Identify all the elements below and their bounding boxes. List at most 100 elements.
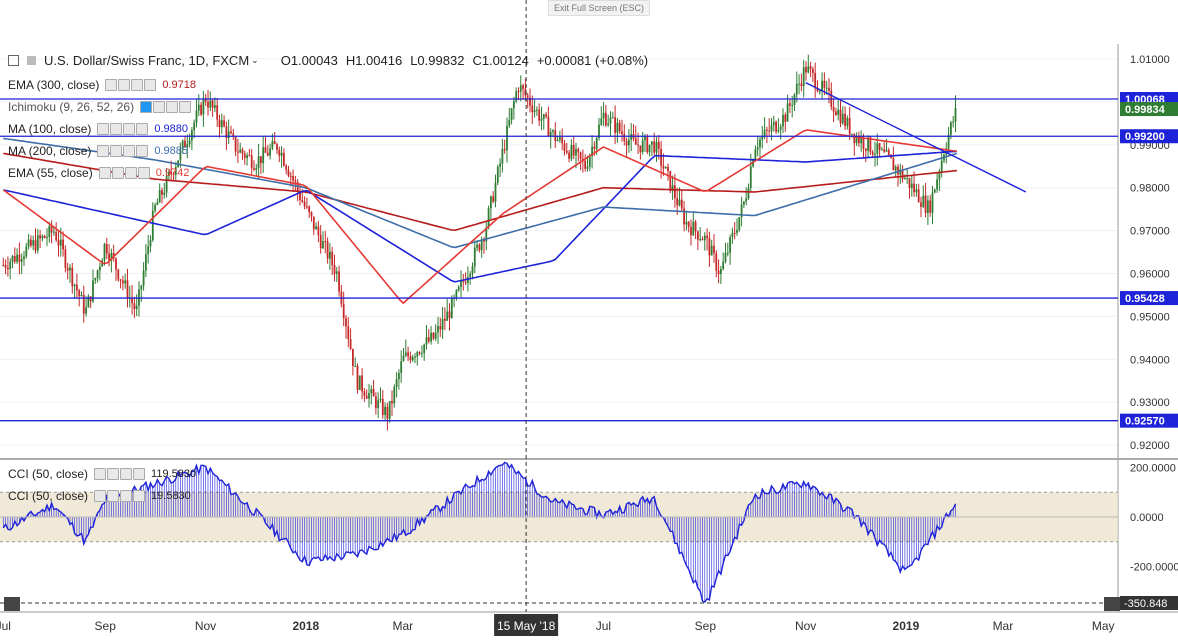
price-tick-label: 0.92000: [1130, 440, 1170, 452]
gear-icon[interactable]: [111, 167, 124, 179]
candle-body: [724, 252, 727, 262]
candle-body: [41, 235, 44, 239]
candle-body: [232, 133, 235, 137]
legend-ma200[interactable]: MA (200, close) 0.9885: [8, 144, 188, 158]
candle-body: [524, 88, 527, 96]
candle-body: [75, 284, 78, 291]
candle-body: [361, 375, 363, 392]
close-icon[interactable]: [144, 79, 157, 91]
close-icon[interactable]: [179, 101, 192, 113]
ma-line-ma-100-close-: [3, 150, 957, 283]
plus-icon[interactable]: [123, 123, 136, 135]
close-icon[interactable]: [133, 490, 146, 502]
close-icon[interactable]: [136, 123, 149, 135]
candle-body: [439, 326, 442, 330]
candle-body: [584, 160, 587, 169]
legend-label[interactable]: CCI (50, close): [8, 489, 89, 503]
candle-body: [354, 365, 357, 367]
gear-icon[interactable]: [110, 145, 123, 157]
candle-body: [602, 112, 605, 119]
plus-icon[interactable]: [120, 468, 133, 480]
legend-ma100[interactable]: MA (100, close) 0.9880: [8, 122, 188, 136]
candle-body: [556, 139, 559, 142]
gear-icon[interactable]: [107, 468, 120, 480]
eye-icon[interactable]: [140, 101, 153, 113]
legend-label[interactable]: CCI (50, close): [8, 467, 89, 481]
candle-body: [940, 160, 943, 173]
candle-body: [910, 183, 913, 188]
candle-body: [777, 129, 780, 132]
candle-body: [784, 114, 787, 122]
chevron-down-icon[interactable]: ⌄: [251, 55, 259, 65]
collapse-icon[interactable]: [8, 55, 19, 66]
legend-buttons[interactable]: [97, 123, 149, 135]
legend-label[interactable]: MA (100, close): [8, 122, 92, 136]
scroll-right-button[interactable]: [1104, 597, 1120, 611]
eye-icon[interactable]: [98, 167, 111, 179]
ma-line-ema-55-close-: [2, 129, 958, 305]
close-icon[interactable]: [136, 145, 149, 157]
candle-body: [236, 151, 239, 153]
candle-body: [227, 131, 230, 139]
scroll-left-button[interactable]: [4, 597, 20, 611]
candle-body: [303, 201, 306, 207]
candle-body: [517, 91, 520, 93]
candle-body: [683, 208, 685, 225]
legend-buttons[interactable]: [98, 167, 150, 179]
eye-icon[interactable]: [105, 79, 118, 91]
candle-body: [71, 267, 74, 287]
symbol-title[interactable]: U.S. Dollar/Swiss Franc, 1D, FXCM: [44, 53, 250, 68]
plus-icon[interactable]: [120, 490, 133, 502]
legend-buttons[interactable]: [94, 490, 146, 502]
candle-body: [538, 109, 541, 121]
legend-cci-2[interactable]: CCI (50, close) 19.5830: [8, 489, 191, 503]
legend-ema300[interactable]: EMA (300, close) 0.9718: [8, 78, 196, 92]
candle-body: [338, 271, 340, 292]
candle-body: [36, 235, 39, 251]
time-tick-label: 2018: [292, 619, 319, 633]
legend-buttons[interactable]: [105, 79, 157, 91]
legend-label[interactable]: EMA (300, close): [8, 78, 100, 92]
gear-icon[interactable]: [118, 79, 131, 91]
plus-icon[interactable]: [166, 101, 179, 113]
exit-fullscreen-button[interactable]: Exit Full Screen (ESC): [548, 0, 651, 16]
candle-body: [761, 135, 764, 140]
candle-body: [430, 332, 432, 342]
price-level-label: 0.99200: [1125, 131, 1165, 143]
gear-icon[interactable]: [110, 123, 123, 135]
candle-body: [20, 259, 23, 262]
plus-icon[interactable]: [123, 145, 136, 157]
eye-icon[interactable]: [97, 145, 110, 157]
legend-ichimoku[interactable]: Ichimoku (9, 26, 52, 26): [8, 100, 192, 114]
plus-icon[interactable]: [124, 167, 137, 179]
candle-body: [756, 147, 759, 150]
candle-body: [287, 170, 290, 176]
legend-label[interactable]: EMA (55, close): [8, 166, 93, 180]
candle-body: [404, 352, 407, 356]
gear-icon[interactable]: [107, 490, 120, 502]
candle-body: [740, 204, 743, 218]
candle-body: [568, 152, 570, 159]
eye-icon[interactable]: [94, 490, 107, 502]
gear-icon[interactable]: [153, 101, 166, 113]
legend-cci-1[interactable]: CCI (50, close) 119.5830: [8, 467, 196, 481]
close-icon[interactable]: [133, 468, 146, 480]
legend-label[interactable]: MA (200, close): [8, 144, 92, 158]
candle-body: [446, 311, 449, 321]
legend-buttons[interactable]: [94, 468, 146, 480]
candle-body: [69, 267, 71, 271]
eye-icon[interactable]: [97, 123, 110, 135]
legend-ema55[interactable]: EMA (55, close) 0.9742: [8, 166, 189, 180]
close-icon[interactable]: [137, 167, 150, 179]
legend-label[interactable]: Ichimoku (9, 26, 52, 26): [8, 100, 135, 114]
candle-body: [94, 278, 97, 281]
legend-buttons[interactable]: [140, 101, 192, 113]
plus-icon[interactable]: [131, 79, 144, 91]
candle-body: [374, 396, 377, 409]
candle-body: [469, 273, 472, 277]
candle-body: [48, 226, 51, 238]
legend-value: 0.9880: [154, 123, 189, 135]
legend-buttons[interactable]: [97, 145, 149, 157]
eye-icon[interactable]: [94, 468, 107, 480]
